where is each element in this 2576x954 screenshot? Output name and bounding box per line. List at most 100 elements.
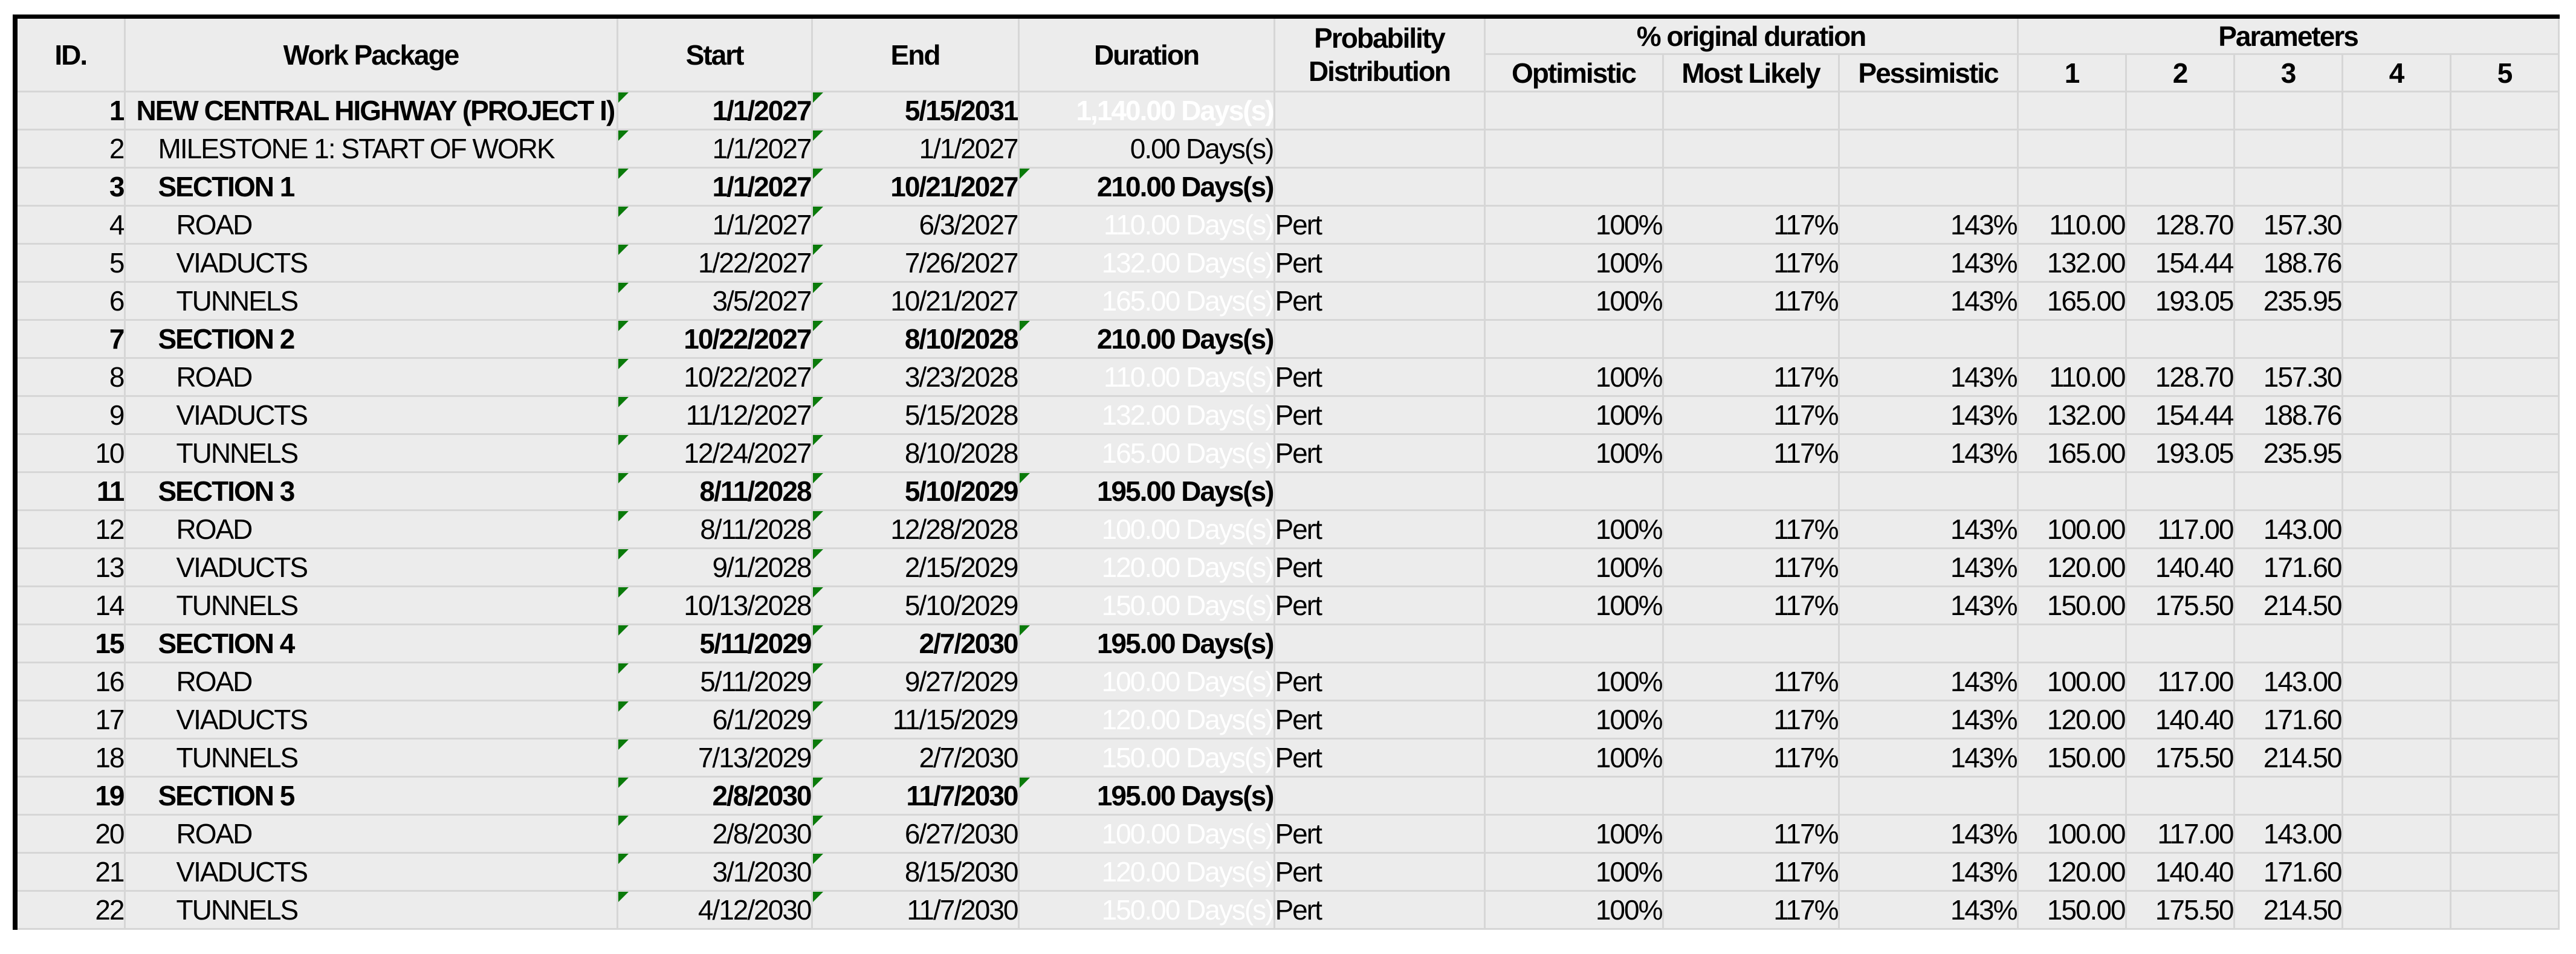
cell-probability-distribution[interactable]: Pert (1273, 357, 1486, 397)
cell-parameter-5[interactable] (2449, 700, 2560, 740)
cell-start-date[interactable]: 1/1/2027 (616, 167, 813, 207)
cell-id[interactable]: 2 (14, 129, 126, 169)
cell-start-date[interactable]: 3/5/2027 (616, 281, 813, 321)
cell-parameter-3[interactable] (2233, 319, 2343, 359)
cell-parameter-5[interactable] (2449, 738, 2560, 778)
cell-parameter-3[interactable]: 235.95 (2233, 433, 2343, 473)
header-probability-distribution[interactable]: Probability Distribution (1273, 16, 1486, 92)
cell-parameter-1[interactable]: 110.00 (2016, 357, 2127, 397)
cell-duration[interactable]: 132.00 Days(s) (1017, 243, 1275, 283)
cell-most-likely-pct[interactable]: 117% (1662, 738, 1840, 778)
cell-probability-distribution[interactable] (1273, 319, 1486, 359)
cell-parameter-3[interactable]: 171.60 (2233, 852, 2343, 892)
cell-parameter-5[interactable] (2449, 624, 2560, 663)
cell-parameter-1[interactable]: 165.00 (2016, 433, 2127, 473)
cell-parameter-5[interactable] (2449, 814, 2560, 854)
cell-end-date[interactable]: 8/10/2028 (811, 433, 1020, 473)
cell-end-date[interactable]: 12/28/2028 (811, 509, 1020, 549)
cell-parameter-1[interactable] (2016, 129, 2127, 169)
cell-most-likely-pct[interactable] (1662, 129, 1840, 169)
cell-parameter-4[interactable] (2341, 585, 2451, 625)
header-pessimistic[interactable]: Pessimistic (1837, 53, 2019, 92)
cell-probability-distribution[interactable]: Pert (1273, 700, 1486, 740)
cell-parameter-1[interactable]: 132.00 (2016, 243, 2127, 283)
cell-id[interactable]: 3 (14, 167, 126, 207)
cell-pessimistic-pct[interactable] (1837, 471, 2019, 511)
cell-parameter-4[interactable] (2341, 243, 2451, 283)
cell-optimistic-pct[interactable]: 100% (1483, 890, 1664, 930)
cell-work-package[interactable]: TUNNELS (123, 585, 618, 625)
cell-parameter-5[interactable] (2449, 547, 2560, 587)
cell-id[interactable]: 20 (14, 814, 126, 854)
cell-parameter-1[interactable]: 150.00 (2016, 585, 2127, 625)
cell-parameter-4[interactable] (2341, 91, 2451, 131)
cell-start-date[interactable]: 7/13/2029 (616, 738, 813, 778)
cell-parameter-2[interactable] (2125, 319, 2235, 359)
cell-work-package[interactable]: TUNNELS (123, 890, 618, 930)
cell-end-date[interactable]: 8/15/2030 (811, 852, 1020, 892)
cell-optimistic-pct[interactable]: 100% (1483, 814, 1664, 854)
cell-end-date[interactable]: 10/21/2027 (811, 167, 1020, 207)
cell-id[interactable]: 10 (14, 433, 126, 473)
cell-parameter-5[interactable] (2449, 129, 2560, 169)
cell-id[interactable]: 11 (14, 471, 126, 511)
cell-optimistic-pct[interactable] (1483, 471, 1664, 511)
cell-parameter-5[interactable] (2449, 395, 2560, 435)
cell-parameter-4[interactable] (2341, 700, 2451, 740)
cell-parameter-5[interactable] (2449, 167, 2560, 207)
cell-probability-distribution[interactable] (1273, 471, 1486, 511)
cell-work-package[interactable]: VIADUCTS (123, 243, 618, 283)
cell-optimistic-pct[interactable]: 100% (1483, 738, 1664, 778)
cell-parameter-4[interactable] (2341, 319, 2451, 359)
cell-optimistic-pct[interactable]: 100% (1483, 243, 1664, 283)
cell-duration[interactable]: 165.00 Days(s) (1017, 281, 1275, 321)
cell-end-date[interactable]: 11/7/2030 (811, 890, 1020, 930)
cell-start-date[interactable]: 5/11/2029 (616, 624, 813, 663)
cell-most-likely-pct[interactable]: 117% (1662, 547, 1840, 587)
cell-optimistic-pct[interactable]: 100% (1483, 700, 1664, 740)
cell-parameter-1[interactable]: 165.00 (2016, 281, 2127, 321)
cell-start-date[interactable]: 5/11/2029 (616, 662, 813, 701)
cell-parameter-2[interactable] (2125, 471, 2235, 511)
cell-parameter-3[interactable]: 157.30 (2233, 357, 2343, 397)
cell-parameter-3[interactable]: 214.50 (2233, 585, 2343, 625)
cell-pessimistic-pct[interactable]: 143% (1837, 585, 2019, 625)
cell-parameter-3[interactable] (2233, 91, 2343, 131)
header-duration[interactable]: Duration (1017, 16, 1275, 92)
cell-parameter-3[interactable] (2233, 776, 2343, 816)
cell-optimistic-pct[interactable] (1483, 319, 1664, 359)
cell-start-date[interactable]: 4/12/2030 (616, 890, 813, 930)
cell-parameter-2[interactable] (2125, 129, 2235, 169)
cell-pessimistic-pct[interactable] (1837, 776, 2019, 816)
cell-most-likely-pct[interactable] (1662, 319, 1840, 359)
cell-parameter-1[interactable]: 100.00 (2016, 814, 2127, 854)
cell-work-package[interactable]: VIADUCTS (123, 547, 618, 587)
cell-optimistic-pct[interactable]: 100% (1483, 585, 1664, 625)
cell-id[interactable]: 4 (14, 205, 126, 245)
cell-work-package[interactable]: NEW CENTRAL HIGHWAY (PROJECT I) (123, 91, 618, 131)
cell-parameter-5[interactable] (2449, 776, 2560, 816)
header-param-4[interactable]: 4 (2341, 53, 2451, 92)
cell-duration[interactable]: 150.00 Days(s) (1017, 738, 1275, 778)
cell-id[interactable]: 12 (14, 509, 126, 549)
cell-end-date[interactable]: 6/3/2027 (811, 205, 1020, 245)
cell-pessimistic-pct[interactable]: 143% (1837, 852, 2019, 892)
cell-end-date[interactable]: 5/10/2029 (811, 585, 1020, 625)
cell-parameter-3[interactable] (2233, 167, 2343, 207)
cell-end-date[interactable]: 7/26/2027 (811, 243, 1020, 283)
header-id[interactable]: ID. (14, 16, 126, 92)
cell-start-date[interactable]: 2/8/2030 (616, 776, 813, 816)
cell-start-date[interactable]: 3/1/2030 (616, 852, 813, 892)
cell-probability-distribution[interactable] (1273, 91, 1486, 131)
cell-optimistic-pct[interactable]: 100% (1483, 509, 1664, 549)
cell-parameter-5[interactable] (2449, 243, 2560, 283)
cell-parameter-1[interactable] (2016, 624, 2127, 663)
cell-duration[interactable]: 210.00 Days(s) (1017, 319, 1275, 359)
cell-parameter-1[interactable] (2016, 319, 2127, 359)
cell-end-date[interactable]: 5/15/2031 (811, 91, 1020, 131)
cell-optimistic-pct[interactable] (1483, 91, 1664, 131)
cell-start-date[interactable]: 11/12/2027 (616, 395, 813, 435)
cell-parameter-4[interactable] (2341, 471, 2451, 511)
cell-duration[interactable]: 110.00 Days(s) (1017, 357, 1275, 397)
cell-work-package[interactable]: ROAD (123, 814, 618, 854)
